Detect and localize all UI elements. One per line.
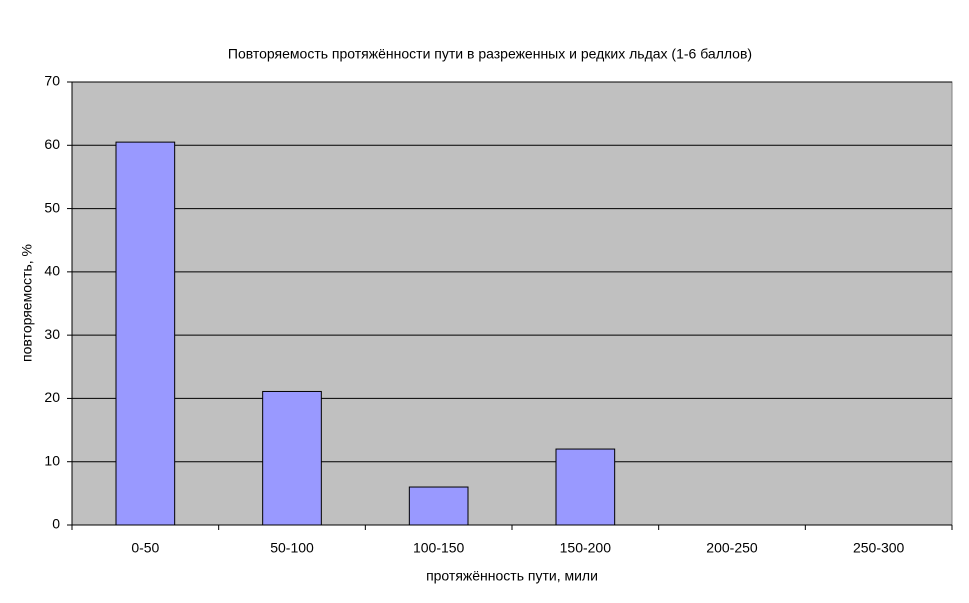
chart-title: Повторяемость протяжённости пути в разре… <box>228 46 752 62</box>
y-tick-label: 50 <box>44 199 60 215</box>
y-axis-label: повторяемость, % <box>19 244 35 362</box>
y-tick-label: 40 <box>44 263 60 279</box>
x-tick-label: 150-200 <box>560 540 612 556</box>
y-tick-label: 10 <box>44 452 60 468</box>
y-tick-label: 30 <box>44 326 60 342</box>
y-tick-label: 0 <box>52 516 60 532</box>
plot-area <box>71 81 953 526</box>
bar <box>408 486 469 526</box>
x-tick-label: 0-50 <box>131 540 159 556</box>
bar <box>555 448 616 526</box>
x-tick-label: 100-150 <box>413 540 465 556</box>
bar <box>115 141 176 526</box>
x-tick-label: 200-250 <box>706 540 758 556</box>
bar <box>262 390 322 526</box>
y-tick-label: 60 <box>44 136 60 152</box>
x-axis-label: протяжённость пути, мили <box>426 568 598 584</box>
y-tick-label: 20 <box>44 389 60 405</box>
x-tick-label: 50-100 <box>270 540 314 556</box>
y-tick-label: 70 <box>44 73 60 89</box>
x-tick-label: 250-300 <box>853 540 905 556</box>
